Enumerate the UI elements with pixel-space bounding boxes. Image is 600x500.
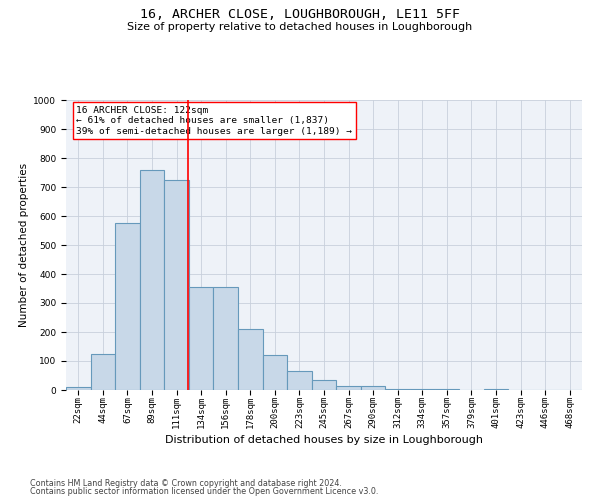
Bar [484, 388, 508, 390]
Bar [361, 386, 385, 390]
Bar [312, 380, 336, 390]
Bar [91, 354, 115, 390]
Bar [164, 180, 189, 390]
Bar [287, 371, 312, 390]
Bar [66, 387, 91, 390]
Bar [238, 329, 263, 390]
Bar [263, 355, 287, 390]
Text: Contains public sector information licensed under the Open Government Licence v3: Contains public sector information licen… [30, 487, 379, 496]
Text: Contains HM Land Registry data © Crown copyright and database right 2024.: Contains HM Land Registry data © Crown c… [30, 478, 342, 488]
Bar [214, 287, 238, 390]
X-axis label: Distribution of detached houses by size in Loughborough: Distribution of detached houses by size … [165, 436, 483, 446]
Bar [385, 388, 410, 390]
Bar [410, 388, 434, 390]
Y-axis label: Number of detached properties: Number of detached properties [19, 163, 29, 327]
Text: Size of property relative to detached houses in Loughborough: Size of property relative to detached ho… [127, 22, 473, 32]
Text: 16, ARCHER CLOSE, LOUGHBOROUGH, LE11 5FF: 16, ARCHER CLOSE, LOUGHBOROUGH, LE11 5FF [140, 8, 460, 20]
Bar [189, 287, 214, 390]
Bar [115, 224, 140, 390]
Text: 16 ARCHER CLOSE: 122sqm
← 61% of detached houses are smaller (1,837)
39% of semi: 16 ARCHER CLOSE: 122sqm ← 61% of detache… [76, 106, 352, 136]
Bar [140, 170, 164, 390]
Bar [434, 388, 459, 390]
Bar [336, 386, 361, 390]
